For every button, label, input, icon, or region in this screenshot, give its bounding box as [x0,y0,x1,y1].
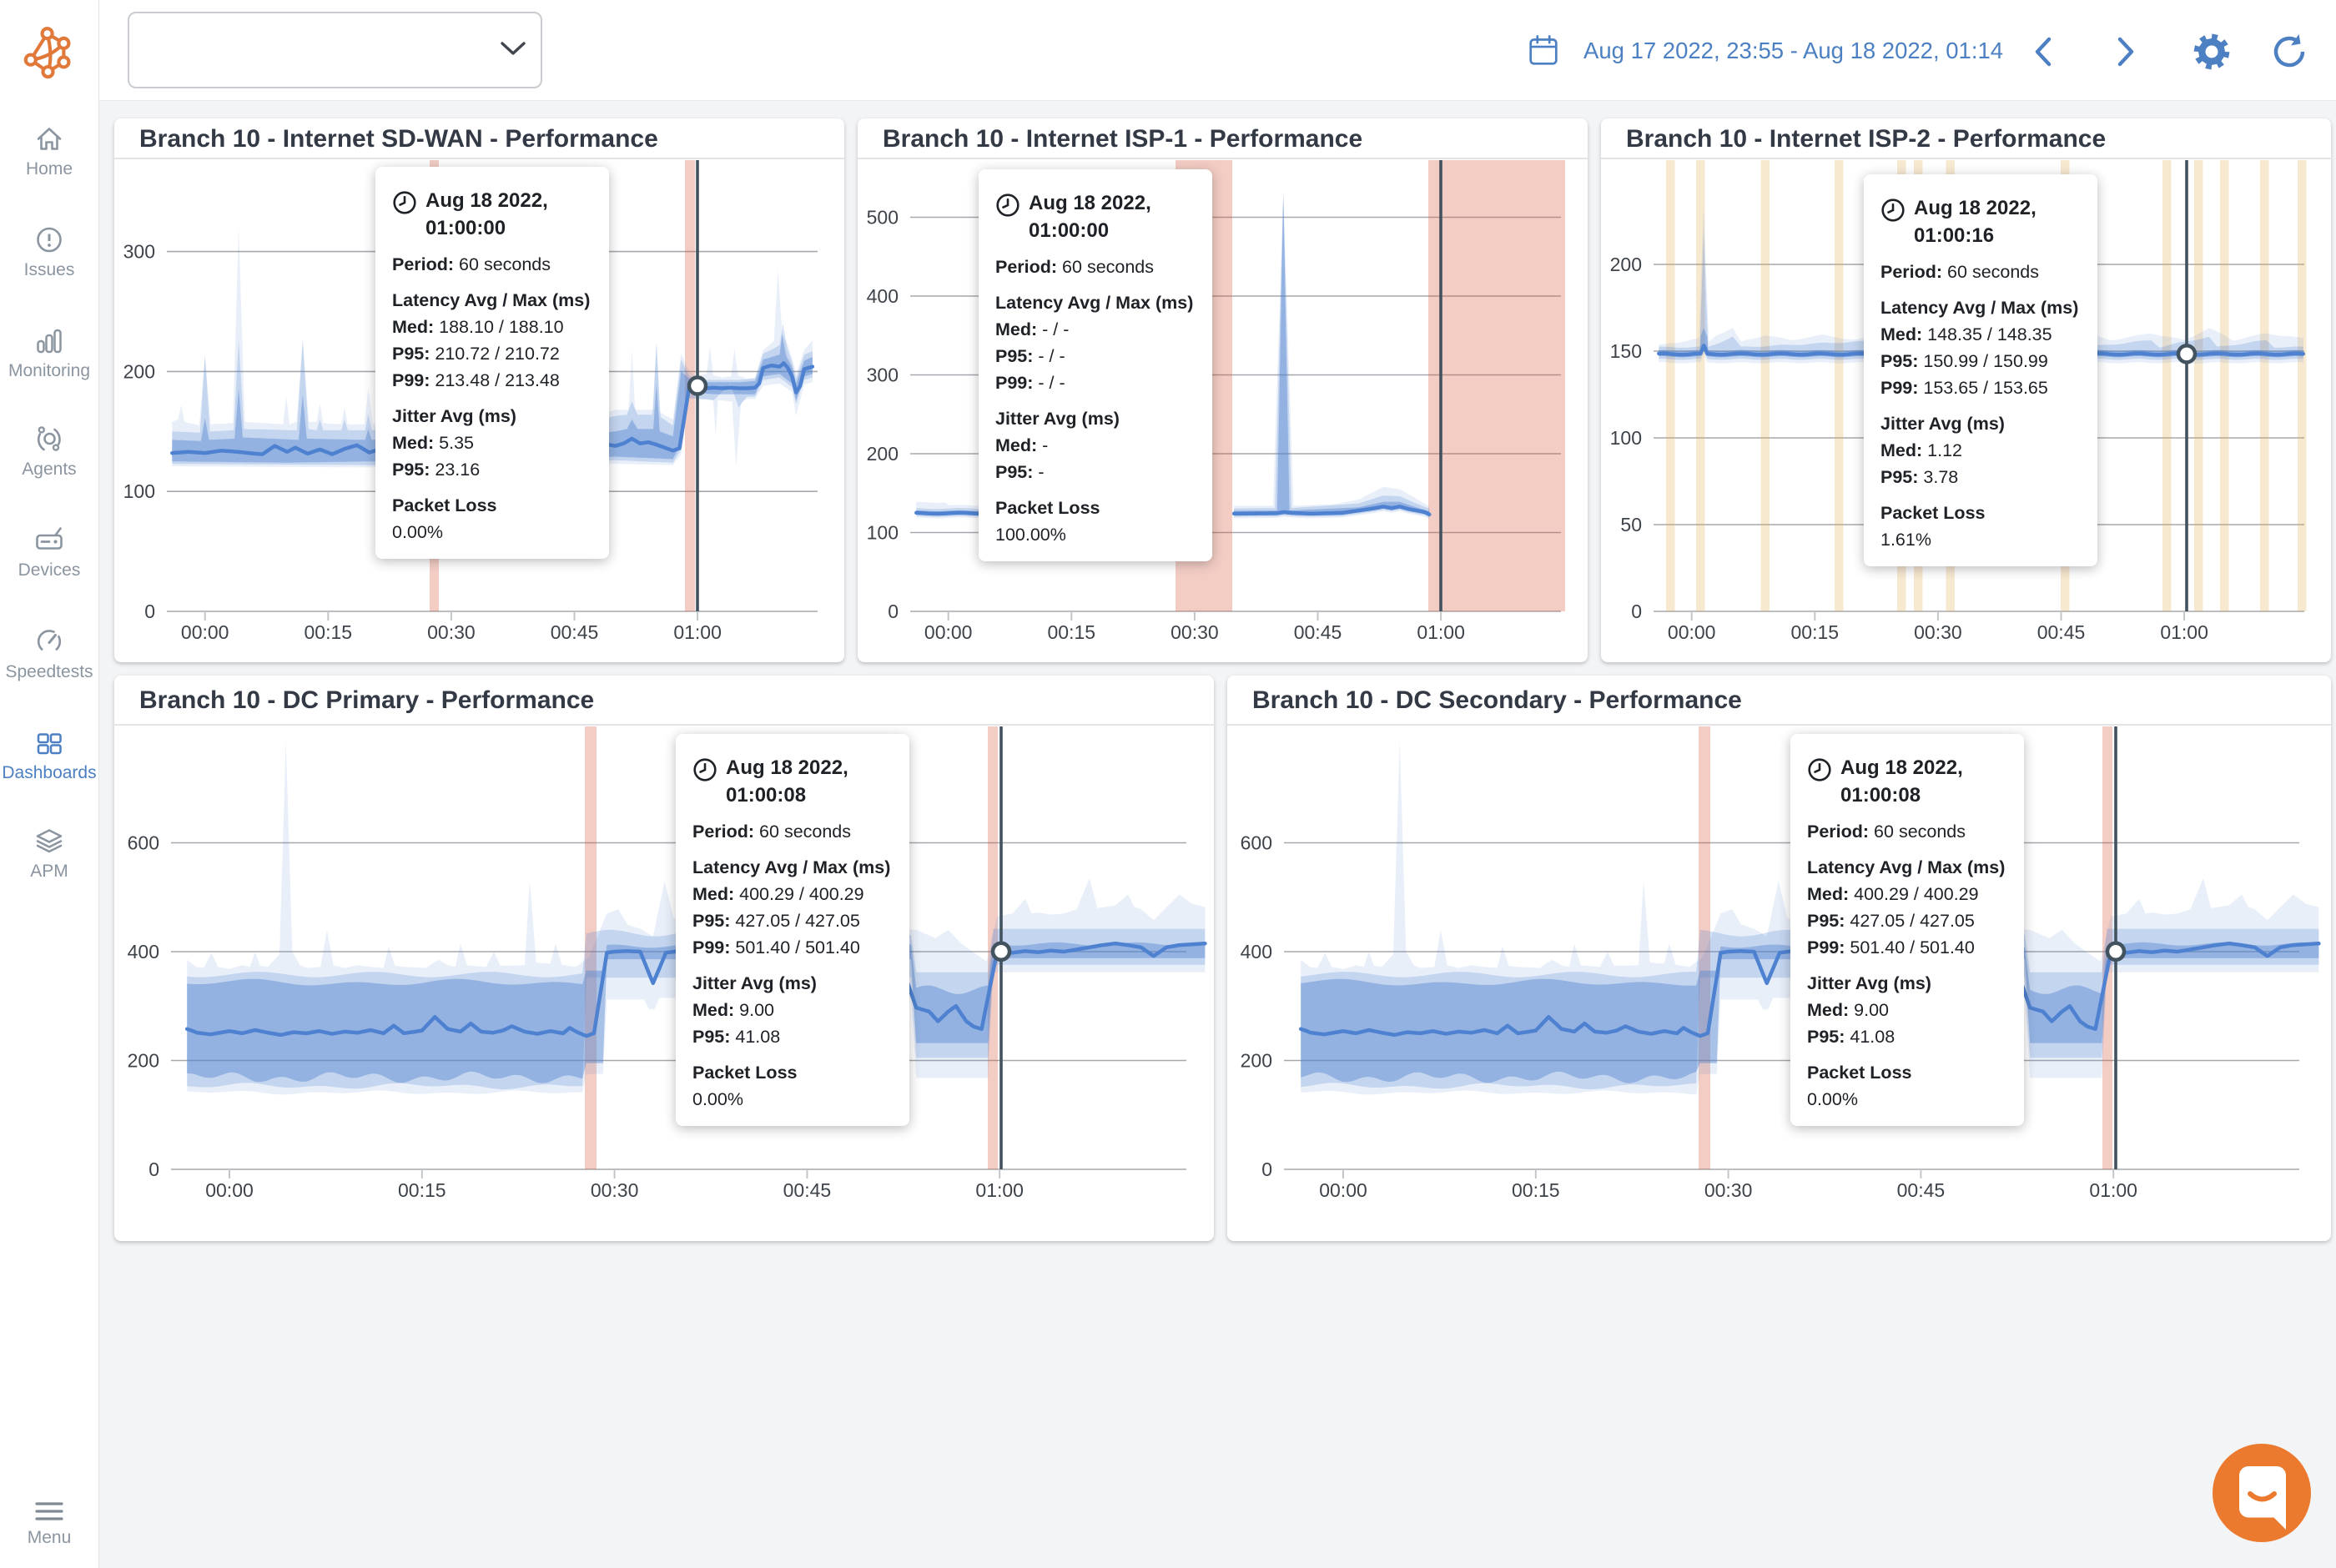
svg-text:00:00: 00:00 [924,621,973,643]
svg-text:600: 600 [1241,832,1272,854]
svg-text:00:00: 00:00 [205,1179,254,1201]
svg-text:01:00: 01:00 [2089,1179,2137,1201]
svg-text:200: 200 [123,360,155,382]
svg-text:00:45: 00:45 [2037,621,2086,643]
svg-text:100: 100 [1610,427,1642,449]
svg-text:00:30: 00:30 [1171,621,1219,643]
svg-text:00:45: 00:45 [1294,621,1342,643]
svg-text:200: 200 [867,443,899,465]
svg-text:100: 100 [867,522,899,544]
svg-text:01:00: 01:00 [1417,621,1465,643]
svg-text:100: 100 [123,480,155,502]
svg-text:300: 300 [867,364,899,386]
svg-text:400: 400 [1241,941,1272,962]
svg-text:00:30: 00:30 [1704,1179,1753,1201]
svg-text:300: 300 [123,241,155,263]
svg-text:01:00: 01:00 [673,621,722,643]
svg-text:00:15: 00:15 [1048,621,1096,643]
svg-text:0: 0 [149,1158,159,1180]
svg-text:200: 200 [1610,254,1642,275]
svg-text:400: 400 [867,285,899,307]
svg-text:400: 400 [128,941,159,962]
svg-text:0: 0 [144,601,155,622]
svg-text:00:45: 00:45 [1897,1179,1946,1201]
svg-text:00:45: 00:45 [551,621,599,643]
svg-text:00:45: 00:45 [783,1179,832,1201]
svg-text:00:15: 00:15 [1791,621,1840,643]
svg-text:500: 500 [867,207,899,229]
svg-text:150: 150 [1610,340,1642,362]
svg-text:0: 0 [1631,601,1642,622]
svg-text:00:15: 00:15 [305,621,353,643]
svg-text:00:15: 00:15 [1512,1179,1560,1201]
svg-text:200: 200 [128,1050,159,1072]
svg-text:00:15: 00:15 [398,1179,446,1201]
svg-text:01:00: 01:00 [2160,621,2208,643]
svg-text:00:00: 00:00 [181,621,229,643]
svg-text:00:00: 00:00 [1668,621,1716,643]
svg-text:00:00: 00:00 [1319,1179,1367,1201]
svg-text:01:00: 01:00 [975,1179,1024,1201]
svg-text:00:30: 00:30 [427,621,476,643]
svg-text:600: 600 [128,832,159,854]
svg-text:00:30: 00:30 [591,1179,639,1201]
svg-text:50: 50 [1620,514,1642,535]
svg-text:0: 0 [1261,1158,1272,1180]
svg-text:00:30: 00:30 [1914,621,1962,643]
svg-text:200: 200 [1241,1050,1272,1072]
svg-text:0: 0 [888,601,899,622]
